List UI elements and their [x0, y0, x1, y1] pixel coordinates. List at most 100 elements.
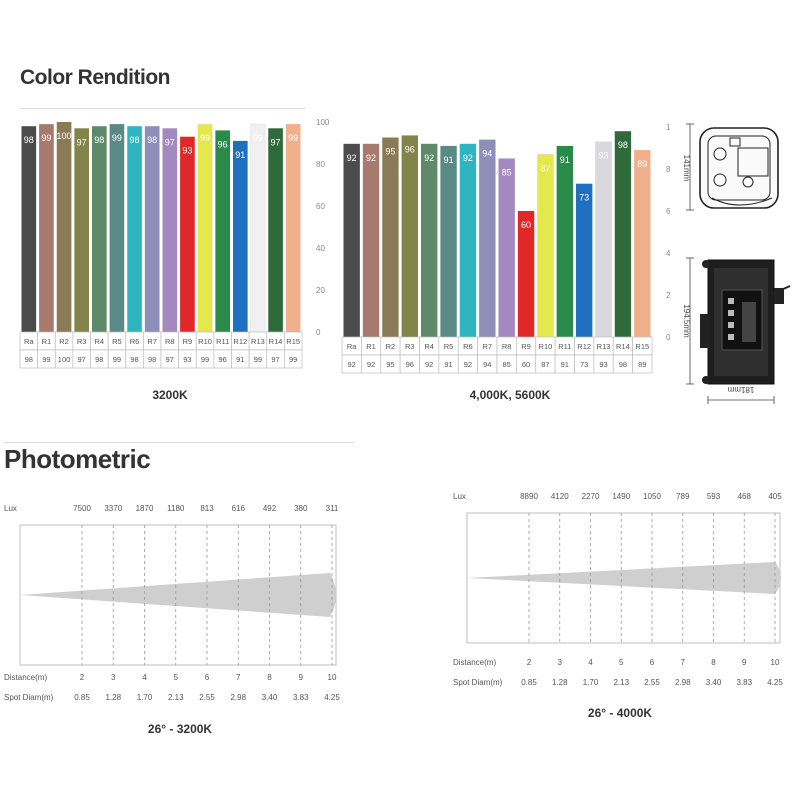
bar — [614, 131, 632, 337]
spot-diameter-value: 2.55 — [644, 678, 660, 687]
distance-value: 9 — [742, 658, 747, 667]
bar — [556, 145, 573, 337]
fixture-top-view — [686, 123, 779, 211]
category-label: R15 — [635, 342, 649, 351]
bar-value-label: 73 — [579, 193, 589, 203]
category-label: R11 — [216, 337, 229, 346]
bar-value-label: 85 — [502, 168, 512, 178]
heading-underline — [20, 108, 305, 109]
bar — [634, 150, 651, 337]
table-value-label: 73 — [580, 360, 588, 369]
category-label: Ra — [347, 342, 357, 351]
bar — [92, 126, 107, 332]
lux-value: 616 — [232, 504, 246, 513]
table-cell — [284, 349, 303, 369]
bar — [517, 211, 535, 337]
lux-value: 1490 — [612, 492, 630, 501]
bar-value-label: 94 — [482, 149, 492, 159]
spot-diameter-row-label: Spot Diam(m) — [453, 678, 503, 687]
category-label: R9 — [183, 337, 193, 346]
distance-value: 6 — [650, 658, 655, 667]
category-label: R8 — [165, 337, 175, 346]
y-tick-label: 20 — [666, 291, 670, 300]
bar-value-label: 98 — [147, 135, 157, 145]
photometric-chart-3200k: Lux Distance(m) Spot Diam(m) 7500 2 0.85 3370 3… — [4, 504, 340, 702]
bar — [56, 122, 72, 332]
distance-value: 4 — [588, 658, 593, 667]
bar — [215, 130, 230, 332]
bar — [144, 126, 160, 332]
fixture-side-view — [686, 257, 791, 404]
distance-value: 7 — [681, 658, 686, 667]
table-value-label: 85 — [503, 360, 511, 369]
table-value-label: 91 — [236, 355, 244, 364]
category-label: R6 — [463, 342, 473, 351]
category-label: R2 — [386, 342, 396, 351]
table-value-label: 97 — [271, 355, 279, 364]
bar — [440, 145, 457, 337]
lux-value: 311 — [326, 504, 339, 513]
bar-value-label: 99 — [41, 133, 51, 143]
lux-value: 492 — [263, 504, 277, 513]
spot-diameter-value: 1.28 — [105, 693, 121, 702]
category-label: R3 — [77, 337, 87, 346]
spot-diameter-value: 1.70 — [583, 678, 599, 687]
y-tick-label: 100 — [666, 123, 670, 132]
distance-value: 5 — [619, 658, 624, 667]
lux-value: 7500 — [73, 504, 91, 513]
table-value-label: 99 — [42, 355, 50, 364]
lux-value: 1870 — [136, 504, 154, 513]
category-label: R15 — [286, 337, 300, 346]
bar-value-label: 100 — [57, 131, 72, 141]
bar — [576, 183, 593, 337]
bar-value-label: 92 — [347, 153, 357, 163]
distance-value: 8 — [711, 658, 716, 667]
bar-value-label: 92 — [463, 153, 473, 163]
bar-value-label: 98 — [618, 140, 628, 150]
bar-value-label: 91 — [444, 155, 454, 165]
spot-diameter-value: 3.40 — [706, 678, 722, 687]
bar-value-label: 97 — [77, 137, 87, 147]
lux-value: 813 — [200, 504, 214, 513]
distance-value: 3 — [558, 658, 563, 667]
category-label: R10 — [539, 342, 553, 351]
depth-dimension-label: 194.5mm — [682, 304, 691, 338]
y-tick-label: 40 — [666, 249, 670, 258]
width-dimension-label: 181mm — [727, 385, 754, 394]
photometric-heading: Photometric — [4, 444, 151, 474]
photometric-caption-4000k: 26° - 4000K — [587, 706, 653, 720]
bar-value-label: 98 — [130, 135, 140, 145]
bar-value-label: 89 — [637, 159, 647, 169]
table-value-label: 92 — [425, 360, 433, 369]
table-value-label: 99 — [289, 355, 297, 364]
cri-caption-4000k-5600k: 4,000K, 5600K — [469, 388, 551, 402]
table-value-label: 96 — [219, 355, 227, 364]
bar-value-label: 91 — [235, 150, 245, 160]
table-value-label: 100 — [58, 355, 71, 364]
lux-value: 8890 — [520, 492, 538, 501]
category-label: R1 — [42, 337, 52, 346]
spot-diameter-value: 4.25 — [324, 693, 340, 702]
bar-value-label: 99 — [112, 133, 122, 143]
bar-value-label: 92 — [366, 153, 376, 163]
category-label: R4 — [424, 342, 434, 351]
bar — [498, 158, 515, 337]
bar-value-label: 95 — [385, 147, 395, 157]
category-label: R2 — [59, 337, 69, 346]
category-label: R14 — [269, 337, 283, 346]
y-tick-label: 60 — [316, 202, 325, 211]
table-value-label: 93 — [183, 355, 191, 364]
bar-value-label: 98 — [94, 135, 104, 145]
table-value-label: 92 — [348, 360, 356, 369]
category-label: R9 — [521, 342, 531, 351]
y-tick-label: 80 — [666, 165, 670, 174]
bar-value-label: 91 — [560, 155, 570, 165]
table-value-label: 99 — [201, 355, 209, 364]
bar — [180, 136, 195, 332]
spot-diameter-value: 2.98 — [675, 678, 691, 687]
bar — [343, 143, 360, 337]
distance-value: 5 — [174, 673, 179, 682]
lux-row-label: Lux — [4, 504, 17, 513]
category-label: R5 — [444, 342, 454, 351]
distance-value: 3 — [111, 673, 116, 682]
